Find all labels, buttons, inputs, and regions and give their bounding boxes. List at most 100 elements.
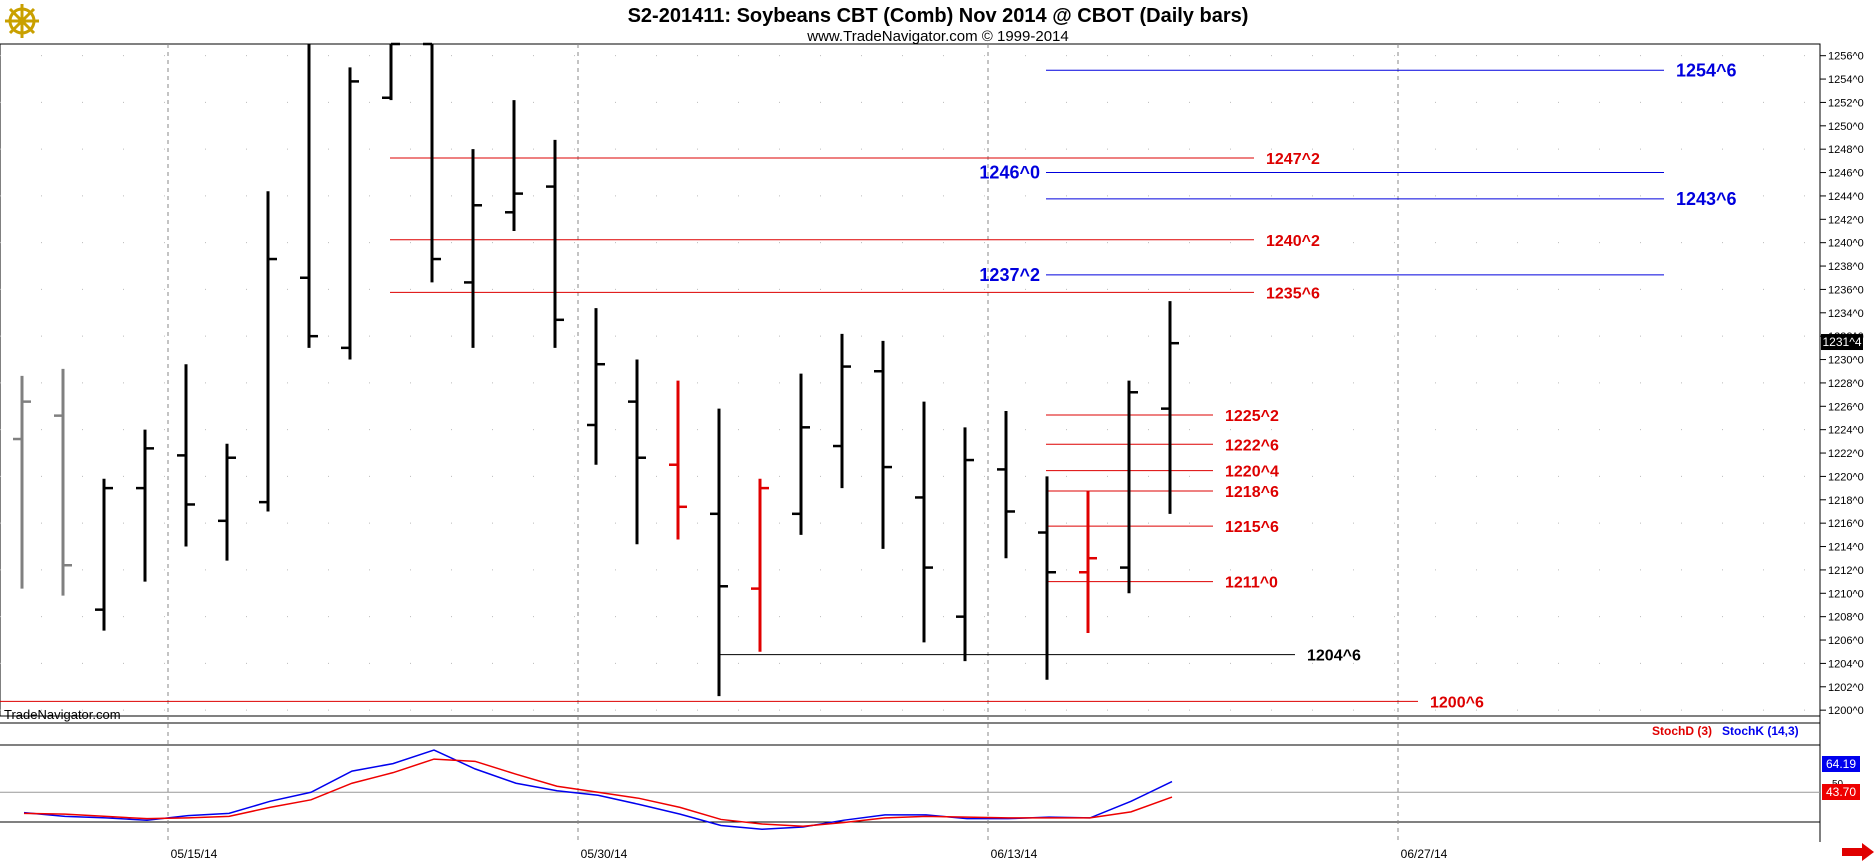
ohlc-bar	[751, 478, 769, 652]
ohlc-bar	[54, 368, 72, 596]
price-tick-label: 1208^0	[1828, 612, 1864, 624]
price-tick-label: 1202^0	[1828, 682, 1864, 694]
price-tick-label: 1246^0	[1828, 168, 1864, 180]
panel-frame	[0, 43, 1821, 717]
stochd-value: 43.70	[1826, 785, 1856, 799]
chart-subtitle: www.TradeNavigator.com © 1999-2014	[806, 28, 1068, 45]
ohlc-bar	[669, 380, 687, 540]
grid	[0, 44, 1820, 842]
date-tick-label: 05/30/14	[581, 847, 628, 861]
ohlc-bar	[1079, 490, 1097, 634]
level-label: 1204^6	[1307, 648, 1361, 665]
date-tick-label: 05/15/14	[171, 847, 218, 861]
price-tick-label: 1220^0	[1828, 471, 1864, 483]
level-label: 1220^4	[1225, 464, 1279, 481]
ohlc-bar	[833, 333, 851, 489]
level-label: 1200^6	[1430, 694, 1484, 711]
stochk-value: 64.19	[1826, 757, 1856, 771]
price-tick-label: 1250^0	[1828, 121, 1864, 133]
ohlc-bar	[259, 191, 277, 512]
ohlc-bar	[1120, 380, 1138, 594]
chart-title: S2-201411: Soybeans CBT (Comb) Nov 2014 …	[628, 5, 1249, 27]
price-tick-label: 1222^0	[1828, 448, 1864, 460]
price-tick-label: 1230^0	[1828, 355, 1864, 367]
date-tick-label: 06/13/14	[991, 847, 1038, 861]
header-band	[0, 0, 1876, 42]
ohlc-bar	[13, 375, 31, 589]
stochastic-panel	[0, 749, 1820, 830]
ohlc-bar	[915, 401, 933, 643]
price-tick-label: 1242^0	[1828, 214, 1864, 226]
price-tick-label: 1234^0	[1828, 308, 1864, 320]
price-tick-label: 1218^0	[1828, 495, 1864, 507]
level-label: 1218^6	[1225, 484, 1279, 501]
legend-stochk: StochK (14,3)	[1722, 724, 1799, 738]
ohlc-bar	[341, 67, 359, 360]
price-levels: 1254^6 1246^0 1243^6 1237^2 1247^2 1240^2 1235…	[0, 60, 1737, 711]
price-tick-label: 1248^0	[1828, 144, 1864, 156]
price-tick-label: 1226^0	[1828, 401, 1864, 413]
date-tick-label: 06/27/14	[1401, 847, 1448, 861]
last-price-box	[1821, 334, 1863, 351]
price-tick-label: 1200^0	[1828, 705, 1864, 717]
price-tick-label: 1216^0	[1828, 518, 1864, 530]
price-tick-label: 1214^0	[1828, 542, 1864, 554]
ohlc-bar	[464, 149, 482, 348]
level-label: 1246^0	[979, 163, 1040, 183]
stochd-value-box	[1822, 784, 1860, 800]
ohlc-bar	[136, 429, 154, 582]
ohlc-bar	[1161, 301, 1179, 514]
level-label: 1222^6	[1225, 437, 1279, 454]
price-tick-label: 1236^0	[1828, 284, 1864, 296]
ohlc-bar	[546, 139, 564, 348]
level-label: 1243^6	[1676, 189, 1737, 209]
level-label: 1237^2	[979, 265, 1040, 285]
ohlc-bar	[956, 427, 974, 662]
stochk-line	[23, 749, 1173, 830]
ohlc-bar	[423, 42, 441, 283]
stochk-value-box	[1822, 756, 1860, 772]
ohlc-bar	[300, 44, 318, 348]
level-label: 1235^6	[1266, 285, 1320, 302]
level-label: 1240^2	[1266, 233, 1320, 250]
price-tick-label: 1212^0	[1828, 565, 1864, 577]
legend-stochd: StochD (3)	[1652, 724, 1712, 738]
price-tick-label: 1238^0	[1828, 261, 1864, 273]
price-tick-label: 1228^0	[1828, 378, 1864, 390]
ohlc-bar	[710, 408, 728, 697]
ohlc-bar	[177, 364, 195, 547]
ohlc-bar	[792, 373, 810, 535]
price-tick-label: 1206^0	[1828, 635, 1864, 647]
ohlc-bar	[505, 100, 523, 231]
price-tick-label: 1240^0	[1828, 238, 1864, 250]
ohlc-bar	[587, 308, 605, 465]
date-axis: 05/15/14 05/30/14 06/13/14 06/27/14	[171, 847, 1448, 861]
level-label: 1247^2	[1266, 151, 1320, 168]
ohlc-bar	[382, 42, 400, 101]
level-label: 1215^6	[1225, 519, 1279, 536]
ohlc-bars	[13, 42, 1179, 697]
price-tick-label: 1204^0	[1828, 658, 1864, 670]
price-tick-label: 1252^0	[1828, 97, 1864, 109]
ohlc-bar	[874, 340, 892, 549]
price-tick-label: 1244^0	[1828, 191, 1864, 203]
level-label: 1211^0	[1225, 575, 1278, 592]
price-tick-label: 1224^0	[1828, 425, 1864, 437]
ohlc-bar	[628, 359, 646, 545]
price-tick-label: 1254^0	[1828, 74, 1864, 86]
ohlc-bar	[1038, 476, 1056, 680]
level-label: 1225^2	[1225, 408, 1279, 425]
price-tick-label: 1256^0	[1828, 51, 1864, 63]
ohlc-bar	[218, 443, 236, 561]
ship-wheel-icon	[5, 4, 39, 38]
stochd-line	[23, 758, 1173, 827]
scroll-right-arrow-icon[interactable]	[1842, 843, 1874, 861]
last-price-label: 1231^4	[1823, 335, 1862, 349]
watermark: TradeNavigator.com	[4, 707, 121, 722]
price-axis: 1200^0 1202^0 1204^0 1206^0 1208^0 1210^0 1212…	[1820, 51, 1864, 717]
level-label: 1254^6	[1676, 60, 1737, 80]
ohlc-bar	[997, 410, 1015, 559]
price-tick-label: 1210^0	[1828, 588, 1864, 600]
ohlc-bar	[95, 478, 113, 631]
